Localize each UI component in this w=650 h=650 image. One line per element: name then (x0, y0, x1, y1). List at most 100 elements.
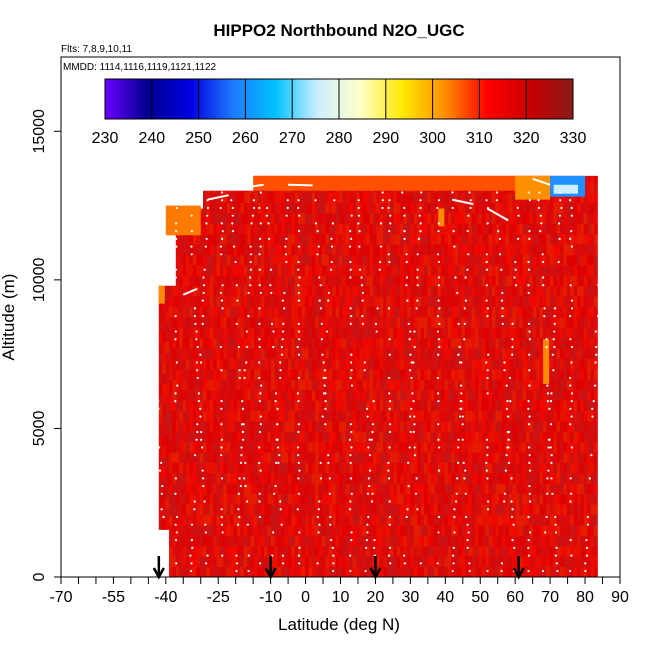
curtain-cell (454, 265, 459, 276)
curtain-cell (206, 317, 211, 328)
curtain-cell (260, 348, 265, 359)
curtain-cell (328, 192, 333, 203)
curtain-cell (400, 233, 405, 245)
curtain-cell (328, 400, 333, 411)
curtain-cell (434, 473, 439, 484)
curtain-cell (417, 556, 422, 567)
curtain-cell (376, 514, 381, 526)
curtain-cell (216, 348, 221, 359)
curtain-cell (519, 400, 524, 411)
curtain-cell (413, 452, 418, 463)
curtain-cell (539, 296, 544, 307)
curtain-cell (461, 493, 466, 505)
curtain-cell (594, 348, 598, 359)
curtain-cell (206, 213, 211, 224)
curtain-cell (594, 514, 598, 526)
curtain-cell (553, 306, 558, 318)
curtain-cell (182, 504, 187, 515)
curtain-cell (271, 535, 275, 547)
sample-point (174, 268, 178, 271)
curtain-cell (284, 379, 289, 391)
curtain-cell (277, 202, 282, 214)
curtain-cell (403, 369, 408, 380)
curtain-cell (478, 223, 483, 235)
curtain-cell (451, 223, 456, 235)
curtain-cell (390, 223, 394, 235)
curtain-cell (294, 254, 299, 266)
curtain-cell (471, 535, 476, 547)
curtain-cell (220, 421, 224, 432)
curtain-cell (339, 504, 343, 515)
curtain-cell (583, 545, 588, 557)
curtain-cell (454, 493, 459, 505)
curtain-cell (260, 514, 265, 526)
curtain-cell (563, 400, 568, 411)
curtain-cell (454, 275, 459, 287)
curtain-cell (223, 265, 228, 276)
curtain-cell (478, 244, 483, 255)
curtain-cell (563, 483, 568, 495)
curtain-cell (441, 317, 445, 328)
curtain-cell (451, 306, 456, 318)
curtain-cell (532, 379, 537, 391)
curtain-cell (209, 233, 214, 245)
curtain-cell (566, 317, 571, 328)
curtain-cell (509, 306, 513, 318)
curtain-cell (417, 545, 422, 557)
curtain-cell (362, 306, 367, 318)
curtain-cell (580, 275, 585, 287)
curtain-cell (192, 400, 197, 411)
curtain-cell (332, 525, 337, 536)
curtain-cell (529, 421, 534, 432)
curtain-cell (498, 421, 503, 432)
curtain-cell (240, 462, 245, 474)
curtain-cell (468, 233, 473, 245)
curtain-cell (522, 223, 527, 235)
curtain-cell (566, 223, 571, 235)
curtain-cell (461, 244, 466, 255)
curtain-cell (590, 275, 595, 287)
curtain-cell (590, 296, 595, 307)
curtain-cell (172, 410, 177, 422)
curtain-cell (400, 545, 405, 557)
curtain-cell (529, 306, 534, 318)
curtain-cell (488, 431, 493, 443)
curtain-cell (162, 446, 167, 458)
curtain-cell (519, 421, 524, 432)
curtain-cell (213, 275, 218, 287)
curtain-cell (230, 379, 235, 391)
curtain-cell (441, 244, 445, 255)
curtain-cell (325, 525, 330, 536)
curtain-cell (356, 525, 360, 536)
curtain-cell (393, 483, 398, 495)
curtain-cell (352, 389, 357, 401)
curtain-cell (577, 244, 581, 255)
curtain-cell (230, 400, 235, 411)
curtain-cell (186, 265, 190, 276)
curtain-cell (311, 379, 316, 391)
curtain-cell (468, 452, 473, 463)
curtain-cell (345, 337, 350, 349)
curtain-cell (294, 358, 299, 370)
curtain-cell (196, 400, 201, 411)
curtain-cell (281, 431, 286, 443)
curtain-cell (305, 306, 309, 318)
curtain-cell (556, 254, 561, 266)
curtain-cell (529, 223, 534, 235)
curtain-cell (529, 213, 534, 224)
curtain-cell (573, 223, 578, 235)
curtain-cell (515, 213, 520, 224)
curtain-cell (308, 514, 313, 526)
curtain-cell (288, 473, 292, 484)
curtain-cell (267, 431, 272, 443)
curtain-cell (475, 556, 479, 567)
curtain-cell (281, 556, 286, 567)
curtain-cell (277, 493, 282, 505)
curtain-cell (383, 452, 388, 463)
curtain-cell (495, 296, 500, 307)
curtain-cell (209, 379, 214, 391)
curtain-cell (566, 514, 571, 526)
curtain-cell (179, 275, 184, 287)
curtain-cell (390, 317, 394, 328)
curtain-cell (492, 493, 496, 505)
